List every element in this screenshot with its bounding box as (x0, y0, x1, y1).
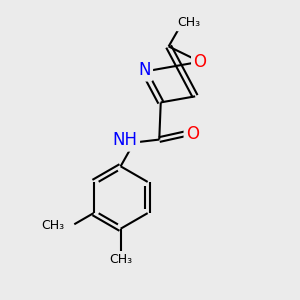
Text: CH₃: CH₃ (41, 219, 64, 232)
Text: O: O (186, 124, 199, 142)
Text: N: N (138, 61, 151, 79)
Text: CH₃: CH₃ (177, 16, 200, 29)
Text: CH₃: CH₃ (109, 254, 132, 266)
Text: NH: NH (112, 131, 138, 149)
Text: O: O (194, 53, 206, 71)
